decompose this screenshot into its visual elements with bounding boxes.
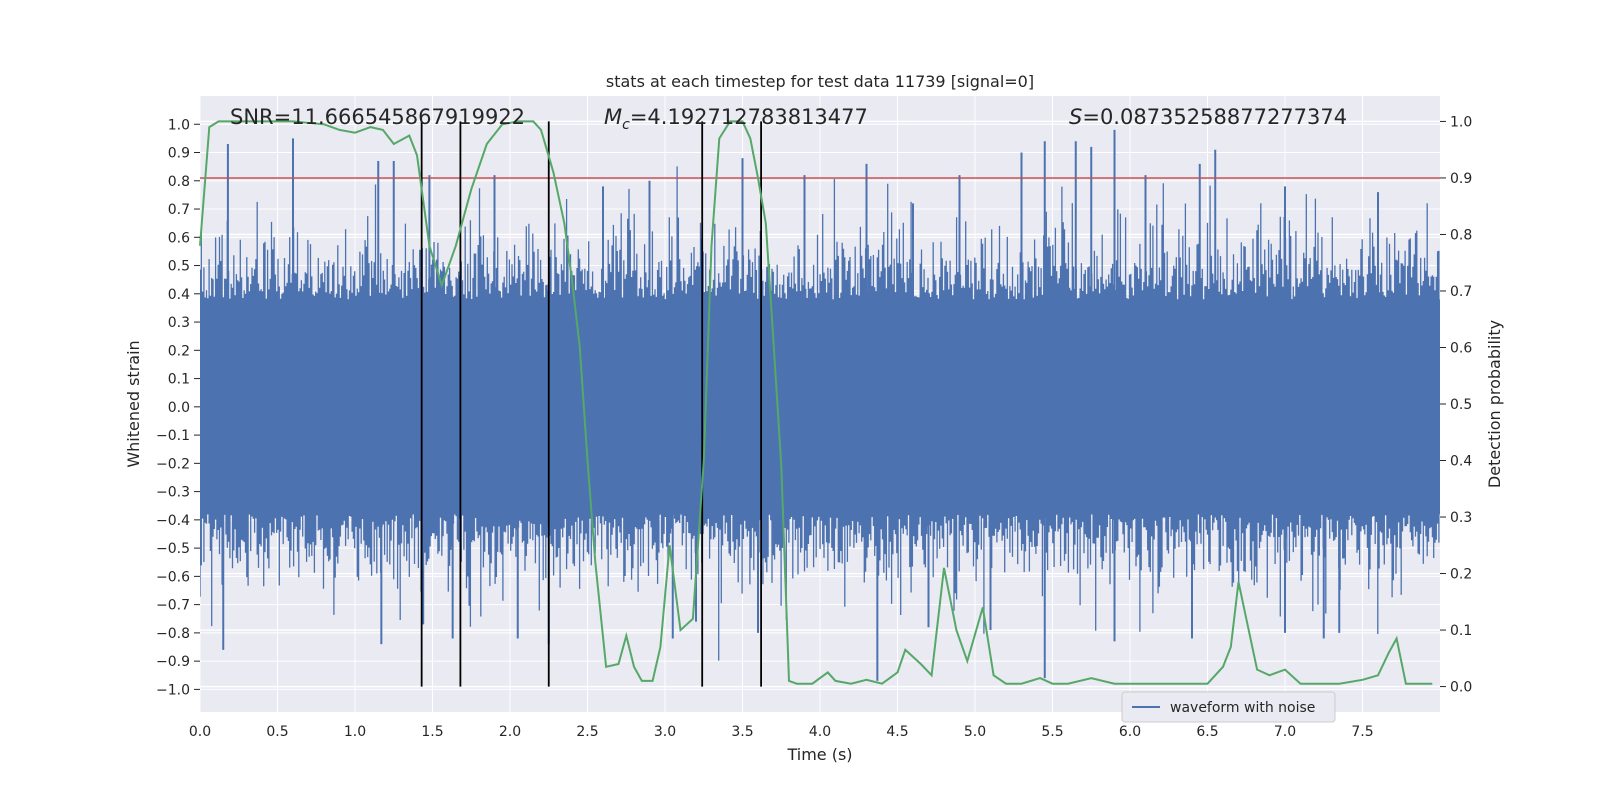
y-left-tick-label: −0.8 <box>156 626 190 642</box>
waveform-series <box>200 129 1440 681</box>
y-left-tick-label: 0.9 <box>168 146 190 162</box>
x-tick-label: 4.0 <box>809 724 831 740</box>
chart-title: stats at each timestep for test data 117… <box>606 72 1034 91</box>
y-left-tick-label: 0.1 <box>168 372 190 388</box>
y-right-tick-label: 0.2 <box>1450 567 1472 583</box>
y-right-tick-label: 0.1 <box>1450 623 1472 639</box>
y-axis-left-ticks: 1.0 0.9 0.8 0.7 0.6 0.5 0.4 0.3 0.2 0.1 0.0 −0.1 −0.… <box>156 117 200 698</box>
y-right-tick-label: 0.3 <box>1450 510 1472 526</box>
y-left-tick-label: 0.8 <box>168 174 190 190</box>
event-lines <box>420 121 762 687</box>
y-right-tick-label: 0.6 <box>1450 340 1472 356</box>
y-left-tick-label: 1.0 <box>168 117 190 133</box>
y-left-tick-label: −0.4 <box>156 513 190 529</box>
y-right-tick-label: 0.0 <box>1450 680 1472 696</box>
y-left-tick-label: 0.2 <box>168 343 190 359</box>
y-left-tick-label: 0.5 <box>168 259 190 275</box>
y-right-tick-label: 1.0 <box>1450 114 1472 130</box>
x-tick-label: 6.5 <box>1196 724 1218 740</box>
waveform-core <box>200 299 1440 515</box>
probability-line <box>199 120 1433 685</box>
x-tick-label: 1.0 <box>344 724 366 740</box>
x-tick-label: 7.0 <box>1274 724 1296 740</box>
x-tick-label: 2.5 <box>576 724 598 740</box>
x-tick-label: 0.5 <box>266 724 288 740</box>
x-tick-label: 7.5 <box>1351 724 1373 740</box>
x-axis-label: Time (s) <box>786 745 852 764</box>
y-left-tick-label: −0.6 <box>156 569 190 585</box>
y-left-tick-label: −0.3 <box>156 485 190 501</box>
y-left-tick-label: 0.3 <box>168 315 190 331</box>
x-tick-label: 3.0 <box>654 724 676 740</box>
y-axis-left-label: Whitened strain <box>124 340 143 467</box>
y-left-tick-label: 0.0 <box>168 400 190 416</box>
probability-series <box>199 120 1433 685</box>
y-left-tick-label: −0.5 <box>156 541 190 557</box>
x-tick-label: 6.0 <box>1119 724 1141 740</box>
x-axis-ticks: 0.0 0.5 1.0 1.5 2.0 2.5 3.0 3.5 4.0 4.5 5.0 5.5 6.0 6… <box>189 724 1374 740</box>
y-left-tick-label: 0.7 <box>168 202 190 218</box>
y-right-tick-label: 0.8 <box>1450 227 1472 243</box>
x-tick-label: 4.5 <box>886 724 908 740</box>
x-tick-label: 5.0 <box>964 724 986 740</box>
y-left-tick-label: 0.4 <box>168 287 190 303</box>
significance-annotation: S=0.08735258877277374 <box>1069 105 1347 129</box>
y-left-tick-label: 0.6 <box>168 230 190 246</box>
y-left-tick-label: −0.7 <box>156 598 190 614</box>
x-tick-label: 3.5 <box>731 724 753 740</box>
y-left-tick-label: −0.1 <box>156 428 190 444</box>
snr-annotation: SNR=11.666545867919922 <box>230 105 525 129</box>
legend-label-waveform: waveform with noise <box>1170 700 1315 716</box>
legend: waveform with noise <box>1121 691 1336 723</box>
y-axis-right-label: Detection probability <box>1485 320 1504 488</box>
y-right-tick-label: 0.7 <box>1450 284 1472 300</box>
legend-box <box>1121 691 1336 723</box>
x-tick-label: 2.0 <box>499 724 521 740</box>
chirp-mass-annotation: Mc=4.192712783813477 <box>604 105 868 133</box>
x-tick-label: 0.0 <box>189 724 211 740</box>
y-left-tick-label: −1.0 <box>156 682 190 698</box>
y-right-tick-label: 0.5 <box>1450 397 1472 413</box>
y-axis-right-ticks: 1.0 0.9 0.8 0.7 0.6 0.5 0.4 0.3 0.2 0.1 0.0 <box>1440 114 1472 696</box>
y-right-tick-label: 0.9 <box>1450 171 1472 187</box>
y-left-tick-label: −0.2 <box>156 456 190 472</box>
y-left-tick-label: −0.9 <box>156 654 190 670</box>
y-right-tick-label: 0.4 <box>1450 454 1472 470</box>
x-tick-label: 5.5 <box>1041 724 1063 740</box>
x-tick-label: 1.5 <box>421 724 443 740</box>
